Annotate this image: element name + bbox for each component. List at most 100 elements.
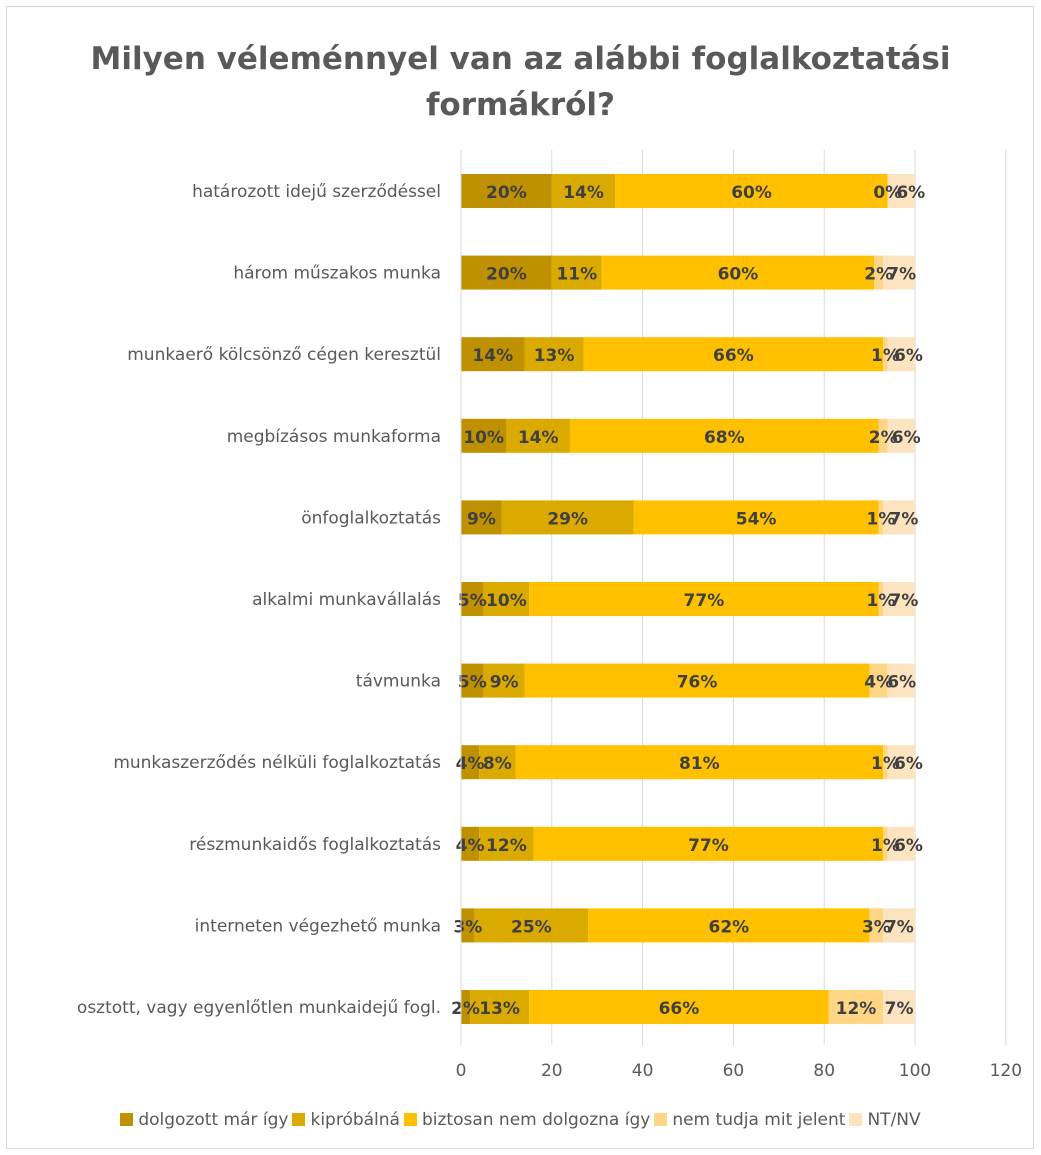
bar-segment	[883, 990, 915, 1024]
category-label: önfoglalkoztatás	[301, 508, 441, 528]
bar-segment	[506, 418, 570, 453]
data-label: 62%	[709, 917, 750, 937]
bar-segment	[461, 582, 484, 616]
category-label: részmunkaidős foglalkoztatás	[189, 835, 441, 855]
x-tick-label: 80	[813, 1061, 835, 1081]
bar-segment	[883, 500, 915, 535]
data-label: 68%	[704, 428, 745, 448]
bar-segment	[461, 990, 471, 1024]
bar-segment	[883, 826, 888, 861]
bar-segment	[883, 745, 888, 780]
legend-item: kipróbálná	[292, 1110, 400, 1130]
bar-segment	[551, 174, 616, 208]
data-label: 6%	[894, 754, 923, 774]
data-label: 1%	[871, 836, 900, 856]
chart-title: Milyen véleménnyel van az alábbi foglalk…	[0, 36, 1041, 128]
data-label: 1%	[871, 754, 900, 774]
bar-segment	[615, 174, 888, 208]
legend-item: biztosan nem dolgozna így	[403, 1110, 651, 1130]
x-tick-label: 60	[723, 1061, 745, 1081]
bar-segment	[883, 255, 915, 290]
bar-segment	[461, 255, 552, 290]
legend-label: kipróbálná	[310, 1110, 400, 1130]
data-label: 66%	[659, 999, 700, 1019]
legend-swatch	[120, 1113, 134, 1126]
bar-segment	[887, 418, 915, 453]
bar-segment	[601, 255, 875, 290]
x-tick-label: 40	[632, 1061, 654, 1081]
data-label: 2%	[869, 428, 898, 448]
data-label: 3%	[862, 917, 891, 937]
x-tick-label: 20	[541, 1061, 563, 1081]
bar-segment	[524, 337, 584, 372]
bar-segment	[883, 908, 915, 943]
data-label: 0%	[873, 183, 902, 203]
bar-segment	[869, 908, 884, 943]
data-label: 20%	[486, 183, 527, 203]
data-label: 7%	[890, 509, 919, 529]
bar-segment	[569, 418, 879, 453]
category-label: megbízásos munkaforma	[227, 427, 441, 447]
data-label: 66%	[713, 346, 754, 366]
data-label: 5%	[458, 591, 487, 611]
legend-item: NT/NV	[849, 1110, 921, 1130]
bar-segment	[529, 582, 879, 616]
data-label: 3%	[453, 917, 482, 937]
chart-legend: dolgozott már így kipróbálná biztosan nem …	[0, 1110, 1041, 1130]
bar-segment	[883, 337, 888, 372]
x-tick-label: 120	[990, 1061, 1022, 1081]
bar-segment	[524, 663, 870, 698]
data-label: 77%	[684, 591, 725, 611]
data-label: 12%	[486, 836, 527, 856]
data-label: 77%	[688, 836, 729, 856]
data-label: 1%	[871, 346, 900, 366]
legend-label: NT/NV	[867, 1110, 921, 1130]
bar-segment	[887, 174, 915, 208]
data-label: 14%	[518, 428, 559, 448]
data-label: 1%	[867, 591, 896, 611]
data-label: 11%	[556, 265, 597, 285]
data-label: 60%	[718, 265, 759, 285]
data-label: 2%	[451, 999, 480, 1019]
bar-segment	[461, 663, 484, 698]
bar-segment	[461, 418, 507, 453]
data-label: 13%	[479, 999, 520, 1019]
data-label: 6%	[887, 673, 916, 693]
bar-segment	[470, 990, 530, 1024]
data-label: 60%	[731, 183, 772, 203]
data-label: 14%	[563, 183, 604, 203]
legend-swatch	[654, 1113, 668, 1126]
data-label: 54%	[736, 509, 777, 529]
bar-segment	[887, 826, 915, 861]
bar-segment	[474, 908, 589, 943]
legend-swatch	[849, 1113, 863, 1126]
bar-segment	[501, 500, 634, 535]
data-label: 12%	[836, 999, 877, 1019]
chart-plot: 0 20 40 60 80 100 120 határozott idejű szerződé…	[77, 150, 1022, 1081]
data-label: 13%	[534, 346, 575, 366]
data-label: 4%	[864, 673, 893, 693]
bar-segment	[461, 174, 552, 208]
data-label: 76%	[677, 673, 718, 693]
data-label: 20%	[486, 265, 527, 285]
data-label: 8%	[483, 754, 512, 774]
bar-segment	[479, 745, 516, 780]
data-label: 1%	[867, 509, 896, 529]
data-label: 9%	[490, 673, 519, 693]
bar-segment	[483, 663, 525, 698]
bar-segment	[878, 418, 888, 453]
legend-label: biztosan nem dolgozna így	[421, 1110, 651, 1130]
data-label: 29%	[547, 509, 588, 529]
data-label: 6%	[894, 346, 923, 366]
bar-segment	[533, 826, 884, 861]
data-label: 6%	[894, 836, 923, 856]
bar-segment	[583, 337, 884, 372]
data-label: 7%	[890, 591, 919, 611]
x-tick-label: 100	[899, 1061, 931, 1081]
legend-item: nem tudja mit jelent	[654, 1110, 845, 1130]
x-tick-label: 0	[456, 1061, 467, 1081]
bar-segment	[874, 255, 884, 290]
category-label: osztott, vagy egyenlőtlen munkaidejű fog…	[77, 998, 441, 1018]
bar-segment	[461, 908, 475, 943]
chart-title-line-1: Milyen véleménnyel van az alábbi foglalk…	[90, 41, 951, 77]
